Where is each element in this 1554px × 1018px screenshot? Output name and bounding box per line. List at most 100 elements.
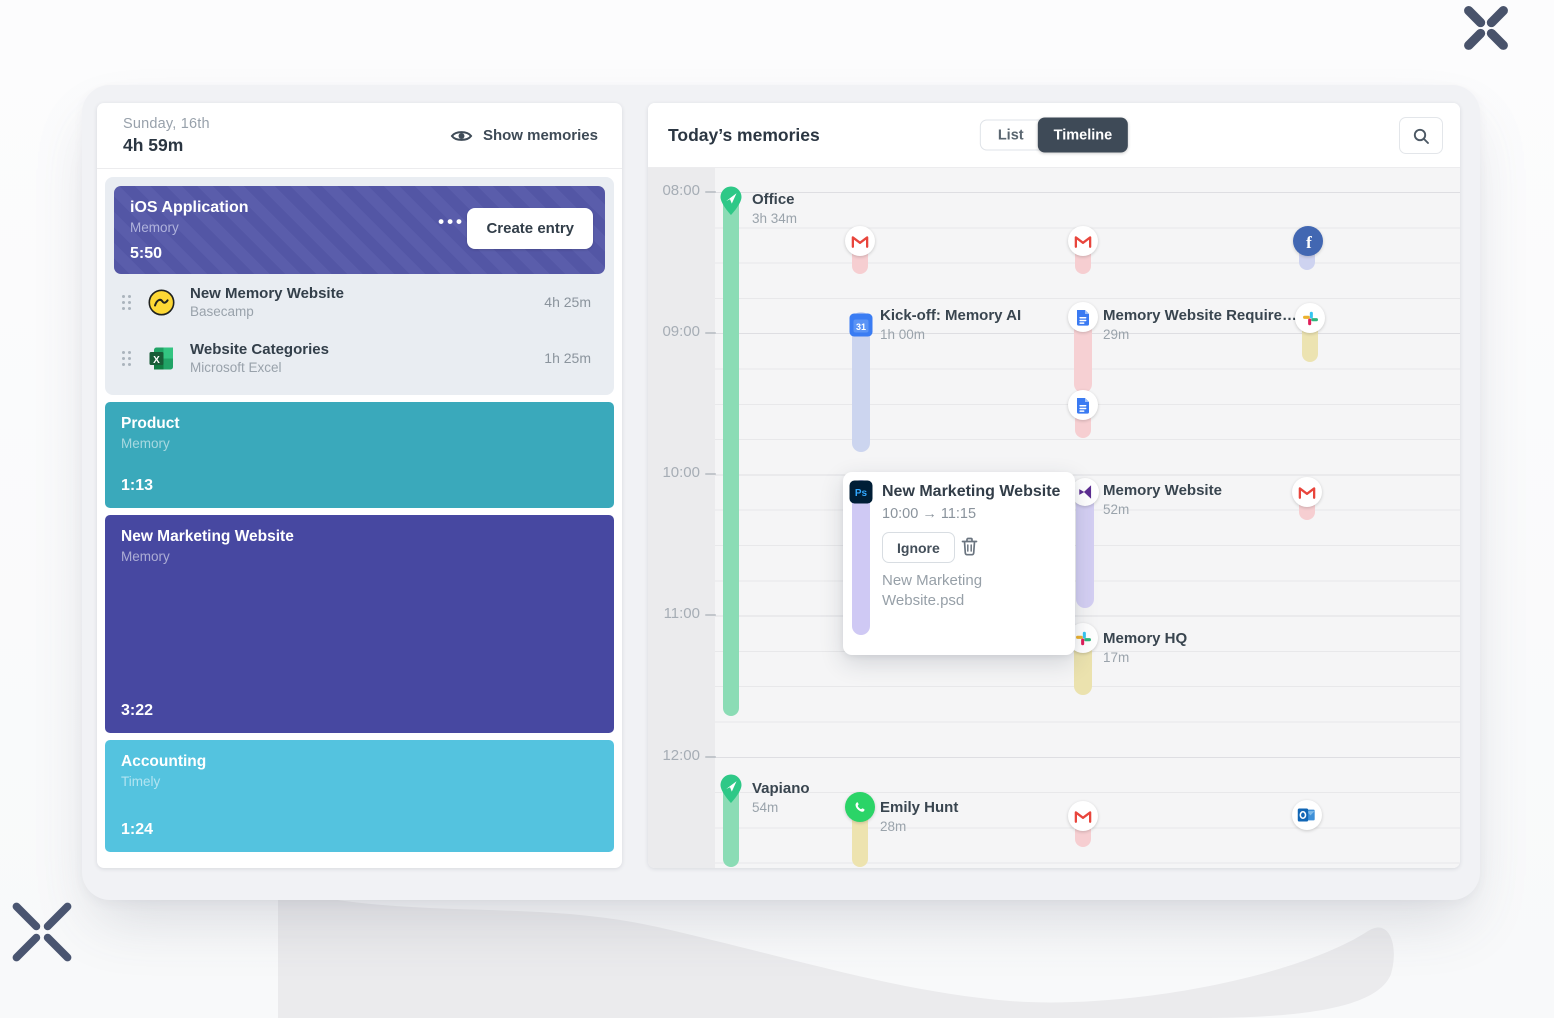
memory-website-track[interactable]: [1076, 480, 1094, 608]
google-docs-icon[interactable]: [1068, 390, 1098, 420]
location-pin-icon[interactable]: [717, 773, 745, 805]
svg-text:31: 31: [856, 322, 866, 332]
office-track[interactable]: [723, 190, 739, 716]
tab-timeline[interactable]: Timeline: [1037, 117, 1129, 153]
search-icon: [1413, 128, 1429, 144]
eye-icon: [450, 130, 473, 141]
show-memories-label: Show memories: [482, 127, 598, 144]
memories-panel: Today’s memories List Timeline 08:00 09:…: [648, 103, 1460, 868]
timeline: 08:00 09:00 10:00 11:00 12:00 Office 3h …: [648, 168, 1460, 868]
timeline-entry-kickoff[interactable]: Kick-off: Memory AI 1h 00m: [880, 307, 1022, 342]
svg-text:Ps: Ps: [855, 488, 868, 499]
time-entry-new-marketing-website[interactable]: New Marketing Website Memory 3:22: [105, 515, 614, 733]
tab-list[interactable]: List: [979, 119, 1042, 151]
slack-icon[interactable]: [1295, 303, 1325, 333]
entry-tag: Memory: [121, 436, 170, 451]
google-docs-icon[interactable]: [1068, 302, 1098, 332]
entry-time: 1:13: [121, 477, 154, 494]
show-memories-toggle[interactable]: Show memories: [450, 127, 598, 144]
memory-detail-popup: Ps New Marketing Website 10:00 → 11:15 I…: [843, 472, 1075, 655]
memories-title: Today’s memories: [668, 124, 820, 145]
memory-item-app: Microsoft Excel: [190, 360, 282, 375]
visual-studio-icon[interactable]: [1071, 478, 1099, 506]
draft-time: 5:50: [130, 245, 163, 262]
kickoff-track[interactable]: [852, 312, 870, 452]
day-panel: Sunday, 16th 4h 59m Show memories iOS Ap…: [97, 103, 622, 868]
timeline-entry-office[interactable]: Office 3h 34m: [752, 191, 798, 226]
hour-label: 11:00: [663, 605, 700, 622]
timeline-entry-vapiano[interactable]: Vapiano 54m: [752, 780, 810, 815]
trash-icon[interactable]: [961, 537, 978, 556]
ignore-button[interactable]: Ignore: [882, 532, 955, 563]
time-entry-product[interactable]: Product Memory 1:13: [105, 402, 614, 508]
hour-label: 09:00: [662, 323, 700, 340]
create-entry-button[interactable]: Create entry: [467, 208, 593, 249]
location-pin-icon[interactable]: [717, 185, 745, 217]
draft-title: iOS Application: [130, 199, 249, 216]
hour-tick: [705, 614, 716, 616]
hour-tick: [705, 191, 716, 193]
time-entry-accounting[interactable]: Accounting Timely 1:24: [105, 740, 614, 852]
memory-item-duration: 1h 25m: [544, 350, 591, 366]
draft-entry-card[interactable]: iOS Application Memory 5:50 ••• Create e…: [114, 186, 605, 274]
gmail-icon[interactable]: [1068, 801, 1098, 831]
day-date: Sunday, 16th: [123, 115, 210, 132]
hour-label: 10:00: [662, 464, 700, 481]
entry-tag: Timely: [121, 774, 161, 789]
hour-tick: [705, 332, 716, 334]
memory-item-title: Website Categories: [190, 341, 329, 358]
search-button[interactable]: [1399, 117, 1443, 154]
entry-title: Accounting: [121, 753, 207, 770]
entry-time: 3:22: [121, 702, 154, 719]
hour-gutter: [648, 168, 715, 868]
memory-item-duration: 4h 25m: [544, 294, 591, 310]
google-calendar-icon[interactable]: 31: [849, 313, 873, 337]
app-window: Sunday, 16th 4h 59m Show memories iOS Ap…: [82, 85, 1480, 900]
vapiano-track[interactable]: [723, 783, 739, 867]
hour-label: 08:00: [662, 182, 700, 199]
draft-tag: Memory: [130, 220, 179, 235]
whatsapp-icon[interactable]: [845, 792, 875, 822]
svg-text:f: f: [1306, 233, 1312, 252]
gmail-icon[interactable]: [1292, 477, 1322, 507]
day-panel-header: Sunday, 16th 4h 59m Show memories: [97, 103, 622, 169]
memories-header: Today’s memories List Timeline: [648, 103, 1460, 168]
day-panel-body: iOS Application Memory 5:50 ••• Create e…: [97, 169, 622, 860]
day-total-time: 4h 59m: [123, 134, 184, 155]
timeline-entry-website-requirements[interactable]: Memory Website Require… 29m: [1103, 307, 1297, 342]
entry-time: 1:24: [121, 821, 154, 838]
popup-title: New Marketing Website: [882, 483, 1061, 500]
drag-handle-icon[interactable]: [122, 350, 131, 366]
draft-entry-group: iOS Application Memory 5:50 ••• Create e…: [105, 177, 614, 395]
outlook-icon[interactable]: [1292, 800, 1322, 830]
popup-track: [852, 480, 870, 635]
timeline-entry-emily-hunt[interactable]: Emily Hunt 28m: [880, 799, 959, 834]
entry-tag: Memory: [121, 549, 170, 564]
timely-x-logo: [12, 902, 72, 962]
popup-time-range: 10:00 → 11:15: [882, 506, 977, 522]
memory-item-app: Basecamp: [190, 304, 254, 319]
timely-x-logo: [1464, 6, 1508, 50]
timeline-entry-memory-website[interactable]: Memory Website 52m: [1103, 482, 1222, 517]
hour-label: 12:00: [662, 747, 700, 764]
hour-tick: [705, 756, 716, 758]
memory-item-row[interactable]: X Website Categories Microsoft Excel 1h …: [114, 330, 605, 386]
excel-icon: X: [149, 347, 173, 369]
gmail-icon[interactable]: [1068, 226, 1098, 256]
more-options-button[interactable]: •••: [438, 212, 465, 231]
gmail-icon[interactable]: [845, 226, 875, 256]
entry-title: New Marketing Website: [121, 528, 294, 545]
svg-text:X: X: [153, 355, 160, 366]
facebook-icon[interactable]: f: [1293, 226, 1323, 256]
memory-item-title: New Memory Website: [190, 285, 344, 302]
timeline-entry-memory-hq[interactable]: Memory HQ 17m: [1103, 630, 1188, 665]
drag-handle-icon[interactable]: [122, 294, 131, 310]
photoshop-icon: Ps: [849, 480, 873, 504]
memory-item-row[interactable]: New Memory Website Basecamp 4h 25m: [114, 274, 605, 330]
popup-file-name: New Marketing Website.psd: [882, 572, 983, 610]
basecamp-icon: [148, 289, 175, 315]
entry-title: Product: [121, 415, 180, 432]
view-toggle: List Timeline: [979, 117, 1129, 153]
hour-tick: [705, 473, 716, 475]
